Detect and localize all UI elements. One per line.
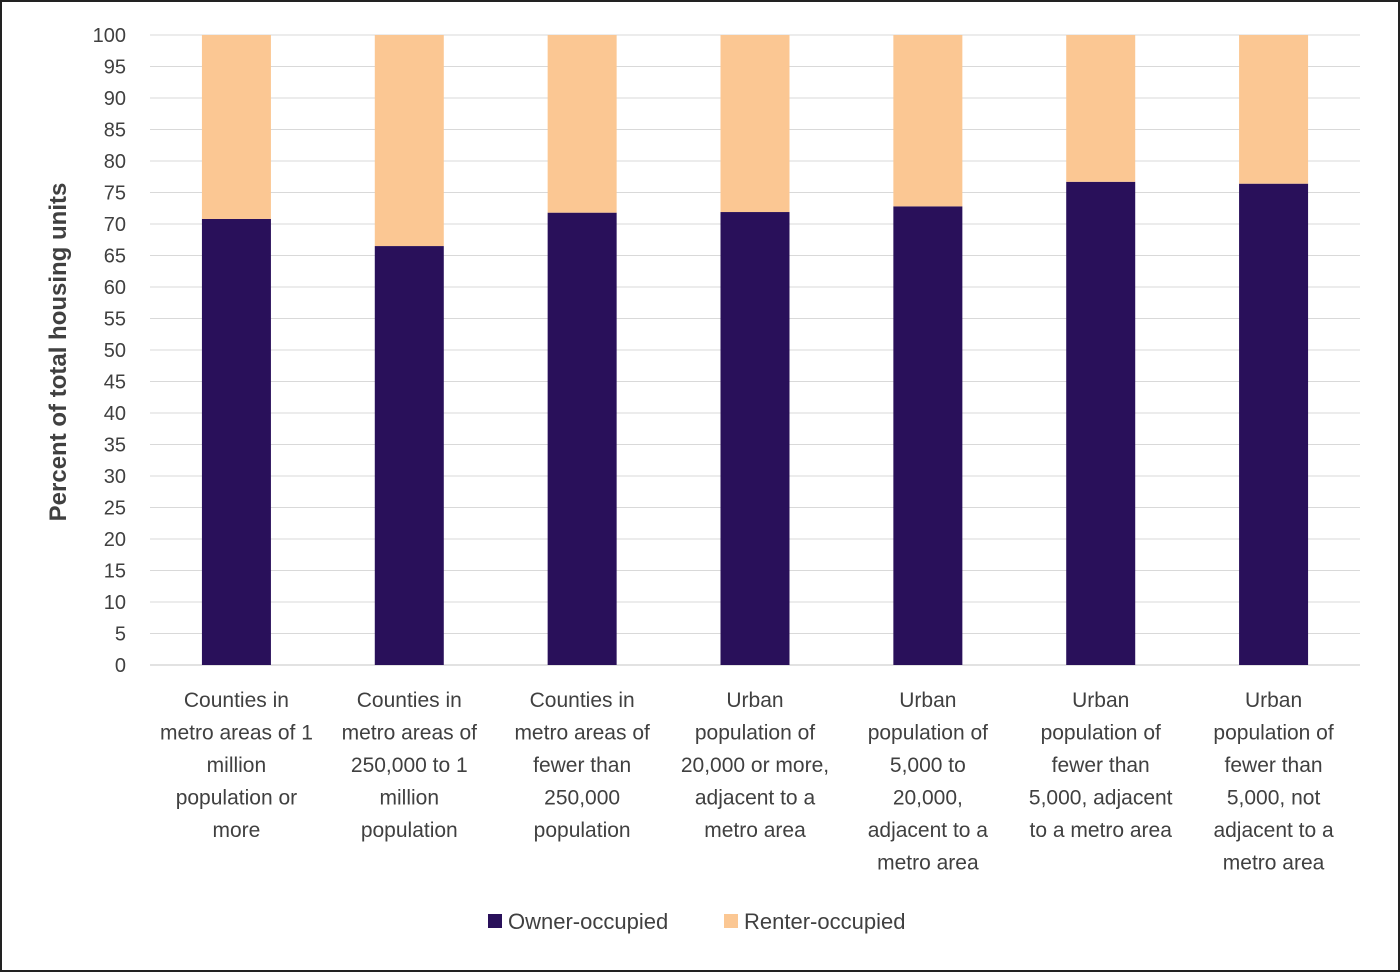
bar-renter-occupied (720, 35, 790, 213)
bar-owner-occupied (893, 206, 963, 666)
y-tick-label: 35 (104, 435, 126, 457)
x-category-label: Urban population of 5,000 to 20,000, adjacen… (868, 689, 989, 875)
y-tick-label: 80 (104, 151, 126, 173)
y-tick-label: 50 (104, 340, 126, 362)
bar-owner-occupied (1239, 183, 1309, 665)
y-tick-label: 95 (104, 57, 126, 79)
y-tick-label: 85 (104, 120, 126, 142)
bar-owner-occupied (201, 218, 271, 665)
y-tick-label: 10 (104, 592, 126, 614)
y-axis-title: Percent of total housing units (45, 183, 72, 522)
bar-renter-occupied (201, 35, 271, 219)
y-tick-label: 60 (104, 277, 126, 299)
bar-owner-occupied (374, 246, 444, 666)
legend: Owner-occupied Renter-occupied (488, 909, 905, 934)
x-category-label: Urban population of 20,000 or more, adjacen… (681, 689, 829, 842)
y-tick-label: 55 (104, 309, 126, 331)
y-tick-label: 65 (104, 246, 126, 268)
x-category-label: Counties in metro areas of 1 million popula… (160, 689, 313, 842)
bar-renter-occupied (374, 35, 444, 247)
x-axis-labels: Counties in metro areas of 1 million popula… (160, 689, 1334, 875)
y-tick-label: 70 (104, 214, 126, 236)
legend-renter-occupied-swatch (724, 914, 738, 928)
legend-owner-occupied-label: Owner-occupied (508, 909, 668, 934)
y-tick-label: 100 (93, 25, 126, 47)
legend-renter-occupied-label: Renter-occupied (744, 909, 905, 934)
y-tick-label: 40 (104, 403, 126, 425)
y-tick-label: 25 (104, 498, 126, 520)
bar-owner-occupied (547, 212, 617, 665)
y-tick-label: 0 (115, 655, 126, 677)
y-axis-ticks: 0 5 10 15 20 25 30 35 40 45 50 55 60 65 70 75 80 85 90 95 10… (93, 25, 126, 677)
y-tick-label: 5 (115, 624, 126, 646)
legend-owner-occupied-swatch (488, 914, 502, 928)
x-category-label: Urban population of fewer than 5,000, adjac… (1029, 689, 1173, 842)
y-tick-label: 30 (104, 466, 126, 488)
x-category-label: Counties in metro areas of fewer than 250,0… (514, 689, 650, 842)
bar-renter-occupied (893, 35, 963, 207)
x-category-label: Counties in metro areas of 250,000 to 1 mil… (342, 689, 478, 842)
bar-owner-occupied (720, 212, 790, 665)
bar-renter-occupied (547, 35, 617, 213)
y-tick-label: 45 (104, 372, 126, 394)
y-tick-label: 20 (104, 529, 126, 551)
y-tick-label: 15 (104, 561, 126, 583)
bars (201, 35, 1309, 666)
y-tick-label: 90 (104, 88, 126, 110)
bar-renter-occupied (1066, 35, 1136, 182)
x-category-label: Urban population of fewer than 5,000, not ad… (1213, 689, 1334, 875)
bar-renter-occupied (1239, 35, 1309, 184)
y-tick-label: 75 (104, 183, 126, 205)
bar-owner-occupied (1066, 181, 1136, 666)
